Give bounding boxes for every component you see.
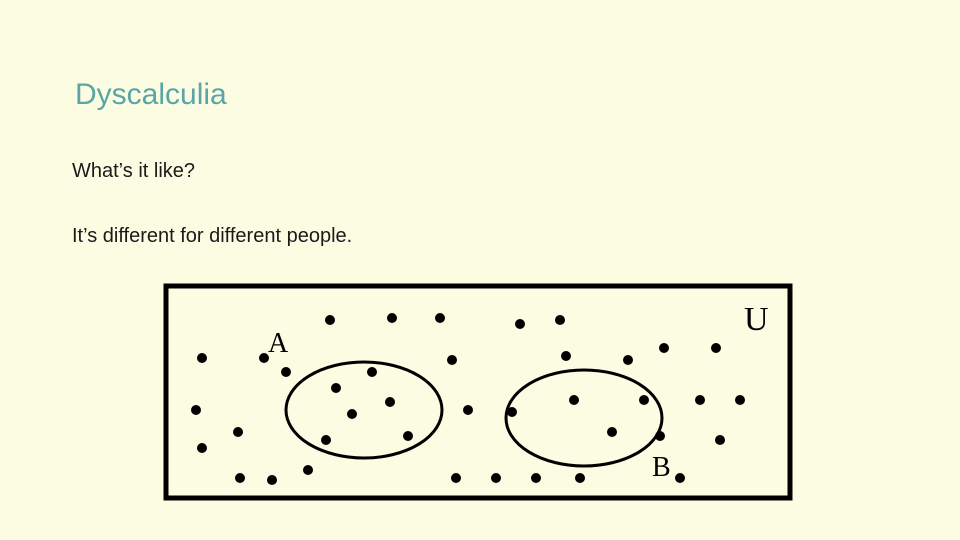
- venn-diagram: A B U: [160, 280, 800, 515]
- set-ellipse-0: [286, 362, 442, 458]
- dot-13: [281, 367, 291, 377]
- venn-svg: A B U: [160, 280, 800, 510]
- slide-title: Dyscalculia: [75, 78, 227, 112]
- dot-15: [325, 315, 335, 325]
- dot-35: [711, 343, 721, 353]
- dot-4: [235, 473, 245, 483]
- slide: Dyscalculia What’s it like? It’s differe…: [0, 0, 960, 540]
- set-ellipse-1: [506, 370, 662, 466]
- dot-34: [715, 435, 725, 445]
- dot-11: [385, 397, 395, 407]
- dot-18: [447, 355, 457, 365]
- dot-27: [561, 351, 571, 361]
- dot-21: [491, 473, 501, 483]
- dot-20: [451, 473, 461, 483]
- dot-31: [655, 431, 665, 441]
- dot-19: [463, 405, 473, 415]
- diagram-label-B: B: [652, 452, 671, 483]
- universal-set-rect: [166, 286, 790, 498]
- dot-32: [675, 473, 685, 483]
- dot-16: [387, 313, 397, 323]
- dot-6: [303, 465, 313, 475]
- dot-26: [555, 315, 565, 325]
- dot-36: [735, 395, 745, 405]
- dot-2: [197, 443, 207, 453]
- dot-28: [569, 395, 579, 405]
- dot-17: [435, 313, 445, 323]
- dot-0: [197, 353, 207, 363]
- dot-10: [367, 367, 377, 377]
- dot-30: [639, 395, 649, 405]
- slide-answer: It’s different for different people.: [72, 225, 352, 248]
- dot-22: [515, 319, 525, 329]
- dot-5: [267, 475, 277, 485]
- diagram-label-U: U: [744, 301, 769, 338]
- dot-9: [331, 383, 341, 393]
- dot-23: [507, 407, 517, 417]
- dot-8: [347, 409, 357, 419]
- dot-33: [695, 395, 705, 405]
- diagram-label-A: A: [268, 328, 289, 359]
- dot-37: [659, 343, 669, 353]
- dot-1: [191, 405, 201, 415]
- dot-12: [403, 431, 413, 441]
- dot-25: [575, 473, 585, 483]
- dot-38: [623, 355, 633, 365]
- dot-3: [233, 427, 243, 437]
- dot-29: [607, 427, 617, 437]
- dot-24: [531, 473, 541, 483]
- slide-question: What’s it like?: [72, 160, 195, 183]
- dot-7: [321, 435, 331, 445]
